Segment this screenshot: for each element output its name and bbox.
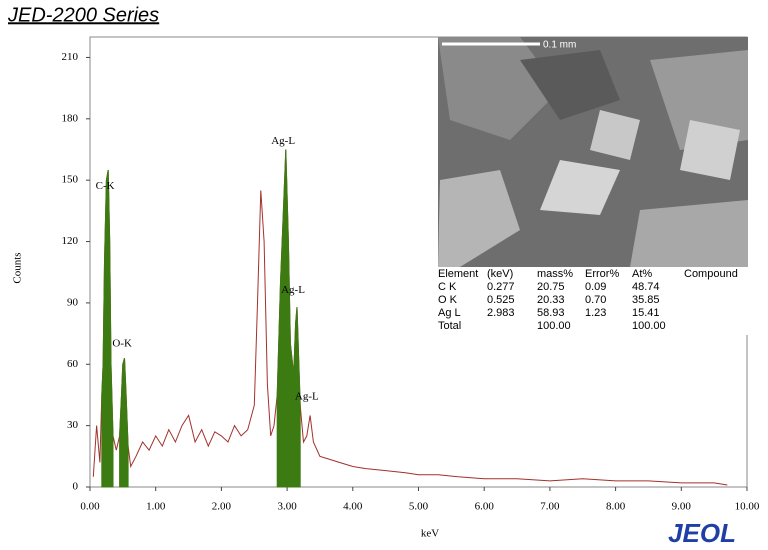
table-cell: 20.33 xyxy=(537,294,565,306)
x-tick-label: 1.00 xyxy=(146,501,166,513)
peak-label: C-K xyxy=(96,180,115,192)
table-cell: 0.70 xyxy=(585,294,606,306)
x-tick-label: 4.00 xyxy=(343,501,363,513)
table-total-mass: 100.00 xyxy=(537,320,571,332)
table-total-label: Total xyxy=(438,320,461,332)
table-header: Element xyxy=(438,268,478,280)
table-cell: 20.75 xyxy=(537,281,565,293)
x-tick-label: 6.00 xyxy=(475,501,495,513)
table-cell: 0.09 xyxy=(585,281,606,293)
sem-grain xyxy=(520,50,620,120)
logo: JEOL xyxy=(668,518,736,548)
sem-grain xyxy=(540,160,620,215)
table-cell: Ag L xyxy=(438,307,461,319)
table-cell: 48.74 xyxy=(632,281,660,293)
x-tick-label: 5.00 xyxy=(409,501,429,513)
y-tick-label: 180 xyxy=(62,112,79,124)
sem-grain xyxy=(630,200,748,267)
plot: 0 30 60 90 120 150 180 210 0.00 1.00 2.00 3.00 4.00 5… xyxy=(12,51,760,540)
table-cell: 2.983 xyxy=(487,307,515,319)
x-tick-label: 3.00 xyxy=(277,501,297,513)
table-header: Error% xyxy=(585,268,619,280)
inset-table: Element (keV) mass% Error% At% Compound C K 0.2… xyxy=(438,268,738,332)
page-title: JED-2200 Series xyxy=(7,4,159,26)
y-tick-label: 210 xyxy=(62,51,79,63)
sem-grain xyxy=(680,120,740,180)
peak-area xyxy=(119,357,129,488)
y-tick-label: 150 xyxy=(62,174,79,186)
scale-label: 0.1 mm xyxy=(543,40,576,51)
table-header: mass% xyxy=(537,268,573,280)
y-tick-label: 90 xyxy=(67,296,79,308)
table-cell: O K xyxy=(438,294,458,306)
table-cell: 1.23 xyxy=(585,307,606,319)
peak-label: Ag-L xyxy=(271,135,295,147)
table-header: At% xyxy=(632,268,652,280)
sem-grain xyxy=(438,170,520,267)
table-cell: C K xyxy=(438,281,457,293)
x-axis-title: keV xyxy=(421,528,439,540)
peak-label: Ag-L xyxy=(295,391,319,403)
y-tick-label: 0 xyxy=(73,481,79,493)
table-header: Compound xyxy=(684,268,738,280)
x-tick-label: 9.00 xyxy=(672,501,692,513)
sem-image: 0.1 mm xyxy=(438,37,748,335)
y-axis-title: Counts xyxy=(12,252,24,283)
table-background xyxy=(438,267,748,335)
sem-grain xyxy=(650,50,748,150)
x-tick-label: 10.00 xyxy=(735,501,760,513)
table-cell: 58.93 xyxy=(537,307,565,319)
peak-label: O-K xyxy=(112,337,132,349)
table-header: (keV) xyxy=(487,268,513,280)
table-cell: 35.85 xyxy=(632,294,660,306)
x-tick-label: 8.00 xyxy=(606,501,626,513)
sem-grain xyxy=(590,110,640,160)
table-cell: 0.525 xyxy=(487,294,515,306)
table-cell: 0.277 xyxy=(487,281,515,293)
y-tick-label: 30 xyxy=(67,419,79,431)
x-tick-label: 0.00 xyxy=(80,501,100,513)
x-tick-label: 7.00 xyxy=(540,501,560,513)
table-cell: 15.41 xyxy=(632,307,660,319)
peak-area xyxy=(276,149,301,488)
peak-label: Ag-L xyxy=(281,284,305,296)
peak-area xyxy=(101,169,114,488)
y-tick-label: 120 xyxy=(62,235,79,247)
x-tick-label: 2.00 xyxy=(212,501,232,513)
y-tick-label: 60 xyxy=(67,358,79,370)
table-total-at: 100.00 xyxy=(632,320,666,332)
